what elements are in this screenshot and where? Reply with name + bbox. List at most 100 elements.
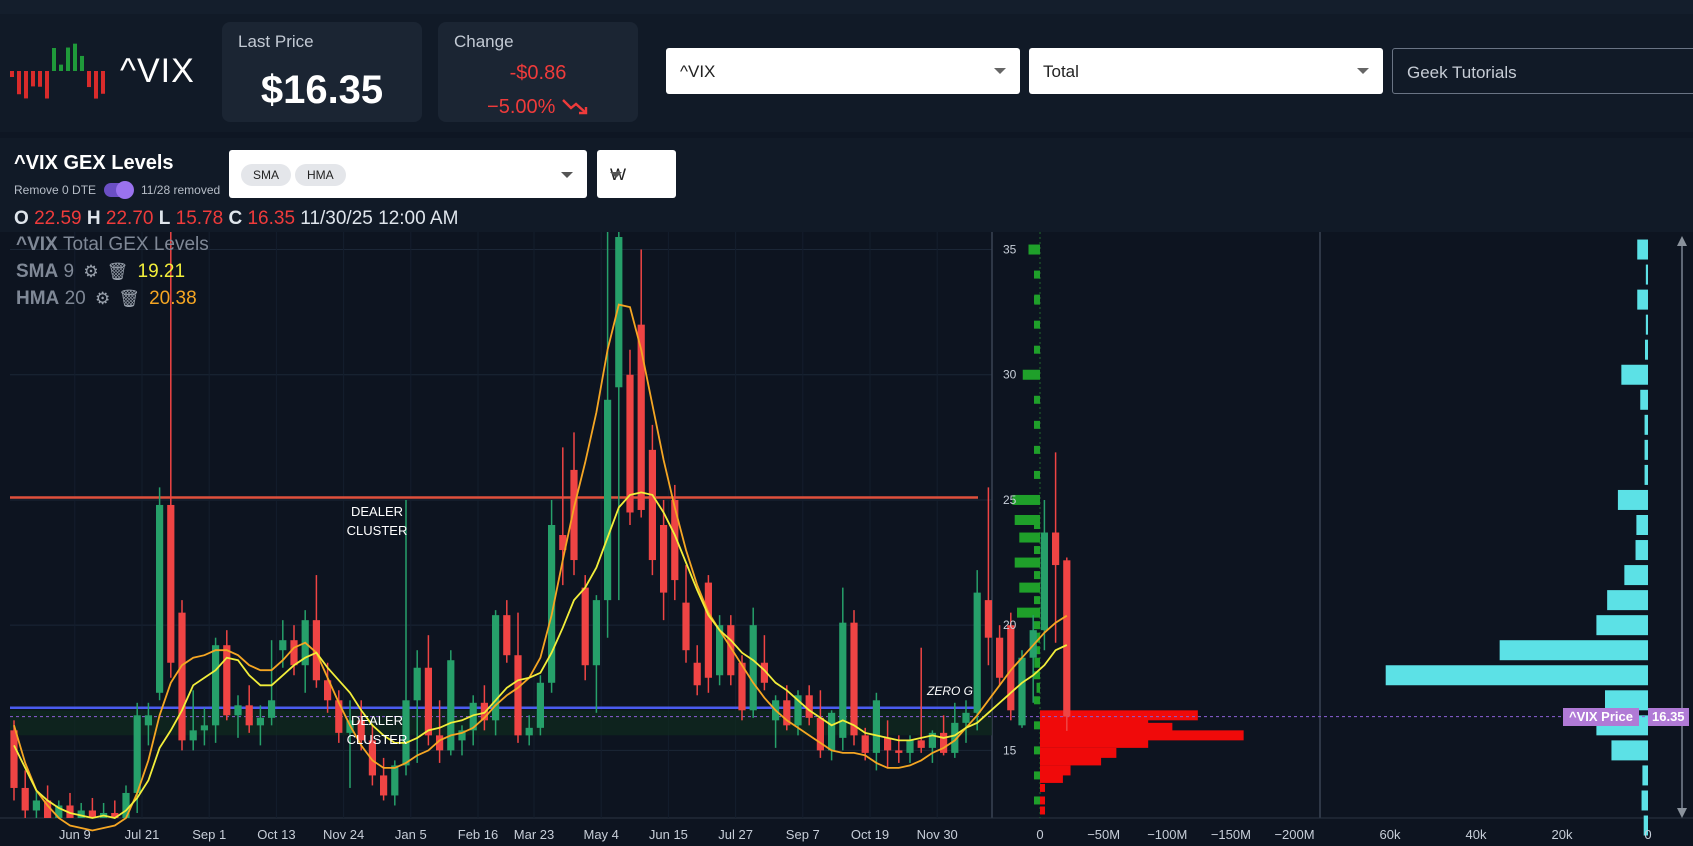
x-tick-label: Feb 16 bbox=[458, 827, 498, 842]
gex-small-bar bbox=[1034, 470, 1040, 479]
hma-name: HMA bbox=[16, 288, 60, 309]
x-tick-label: Jul 21 bbox=[125, 827, 160, 842]
x-tick-label: Nov 30 bbox=[917, 827, 958, 842]
candle-body bbox=[570, 469, 578, 561]
indicator-chip-hma[interactable]: HMA bbox=[295, 164, 346, 186]
gex-small-bar bbox=[1034, 345, 1040, 354]
gex-small-bar bbox=[1034, 796, 1040, 805]
sma-legend: SMA 9 ⚙ 🗑 19.21 bbox=[16, 261, 185, 283]
ohlc-readout: O 22.59 H 22.70 L 15.78 C 16.35 11/30/25… bbox=[14, 208, 458, 230]
gear-icon[interactable]: ⚙ bbox=[94, 289, 111, 308]
trend-down-icon bbox=[562, 99, 588, 115]
toggle-knob bbox=[116, 181, 134, 199]
indicator-select[interactable]: SMA HMA bbox=[229, 150, 587, 198]
gex-small-bar bbox=[1034, 420, 1040, 429]
oi-x-tick: 40k bbox=[1466, 827, 1487, 842]
candle-body bbox=[604, 399, 612, 601]
gex-type-select-value: Total bbox=[1043, 62, 1079, 81]
logo-bar bbox=[52, 47, 56, 71]
indicator-chip-sma[interactable]: SMA bbox=[241, 164, 292, 186]
oi-bar bbox=[1624, 565, 1648, 586]
chevron-down-icon bbox=[1357, 68, 1369, 74]
chart-area[interactable] bbox=[0, 232, 1693, 846]
gex-positive-bar bbox=[1036, 682, 1040, 693]
gex-small-bar bbox=[1034, 596, 1040, 605]
candle-body bbox=[223, 645, 231, 716]
candle-body bbox=[32, 800, 40, 811]
candle-body bbox=[716, 625, 724, 676]
candle-body bbox=[1040, 532, 1048, 631]
candle-body bbox=[234, 705, 242, 716]
candle-body bbox=[447, 660, 455, 751]
oi-bar bbox=[1607, 590, 1648, 611]
gex-positive-bar bbox=[1017, 607, 1040, 618]
candle-body bbox=[536, 682, 544, 728]
gex-negative-bar bbox=[1040, 783, 1045, 792]
tutorials-input[interactable]: Geek Tutorials bbox=[1392, 48, 1693, 94]
gex-negative-bar bbox=[1040, 806, 1045, 815]
candle-body bbox=[77, 810, 85, 818]
gex-positive-bar bbox=[1022, 369, 1040, 380]
candle-body bbox=[1018, 657, 1026, 726]
gex-positive-bar bbox=[1019, 582, 1040, 593]
candle-body bbox=[581, 587, 589, 666]
candle-body bbox=[402, 700, 410, 766]
logo-bar bbox=[31, 71, 35, 87]
gex-type-select[interactable]: Total bbox=[1029, 48, 1383, 94]
candle-body bbox=[660, 525, 668, 593]
logo-bar bbox=[10, 71, 14, 77]
oi-bar bbox=[1385, 665, 1648, 686]
sma-name: SMA bbox=[16, 261, 59, 282]
removed-text: 11/28 removed bbox=[141, 183, 221, 197]
oi-x-tick: 20k bbox=[1552, 827, 1573, 842]
trash-icon[interactable]: 🗑 bbox=[118, 289, 140, 308]
gex-small-bar bbox=[1034, 721, 1040, 730]
ohlc-low: 15.78 bbox=[175, 208, 224, 229]
price-badge-value: 16.35 bbox=[1648, 708, 1689, 726]
ticker-symbol: ^VIX bbox=[120, 52, 195, 90]
dealer-cluster-label: CLUSTER bbox=[347, 732, 408, 747]
price-badge-label: ^VIX Price bbox=[1563, 708, 1639, 726]
candle-body bbox=[66, 805, 74, 818]
gex-negative-bar bbox=[1040, 765, 1071, 776]
gex-small-bar bbox=[1034, 621, 1040, 630]
trash-icon[interactable]: 🗑 bbox=[106, 262, 129, 281]
candle-body bbox=[783, 700, 791, 726]
candle-body bbox=[861, 735, 869, 753]
gex-positive-bar bbox=[1012, 494, 1040, 505]
candle-body bbox=[212, 645, 220, 726]
candle-body bbox=[189, 730, 197, 741]
ohlc-c-label: C bbox=[228, 208, 243, 229]
x-tick-label: Jun 9 bbox=[59, 827, 91, 842]
candle-body bbox=[671, 499, 679, 581]
ohlc-datetime: 11/30/25 12:00 AM bbox=[300, 208, 459, 229]
candle-body bbox=[357, 720, 365, 741]
last-price-card: Last Price $16.35 bbox=[222, 22, 422, 122]
gex-negative-bar bbox=[1040, 737, 1149, 748]
candle-body bbox=[738, 662, 746, 711]
timeframe-select[interactable]: W bbox=[597, 150, 676, 198]
oi-bar bbox=[1645, 314, 1648, 335]
oi-x-tick: 0 bbox=[1644, 827, 1651, 842]
gex-negative-bar bbox=[1040, 730, 1244, 741]
gear-icon[interactable]: ⚙ bbox=[83, 262, 99, 281]
oi-bar bbox=[1635, 540, 1648, 561]
chevron-down-icon bbox=[610, 172, 622, 178]
gex-small-bar bbox=[1034, 270, 1040, 279]
scroll-down-icon bbox=[1677, 808, 1687, 818]
x-tick-label: Jul 27 bbox=[718, 827, 753, 842]
x-tick-label: Nov 24 bbox=[323, 827, 364, 842]
gex-small-bar bbox=[1034, 646, 1040, 655]
candle-body bbox=[962, 712, 970, 723]
remove-dte-toggle[interactable] bbox=[104, 181, 134, 199]
candle-body bbox=[458, 730, 466, 741]
candle-body bbox=[828, 712, 836, 751]
logo-bar bbox=[94, 71, 98, 99]
symbol-select[interactable]: ^VIX bbox=[666, 48, 1020, 94]
candle-body bbox=[525, 727, 533, 736]
candle-body bbox=[1007, 625, 1015, 711]
last-price-value: $16.35 bbox=[260, 68, 384, 112]
gex-small-bar bbox=[1034, 671, 1040, 680]
oi-bar bbox=[1644, 464, 1648, 485]
